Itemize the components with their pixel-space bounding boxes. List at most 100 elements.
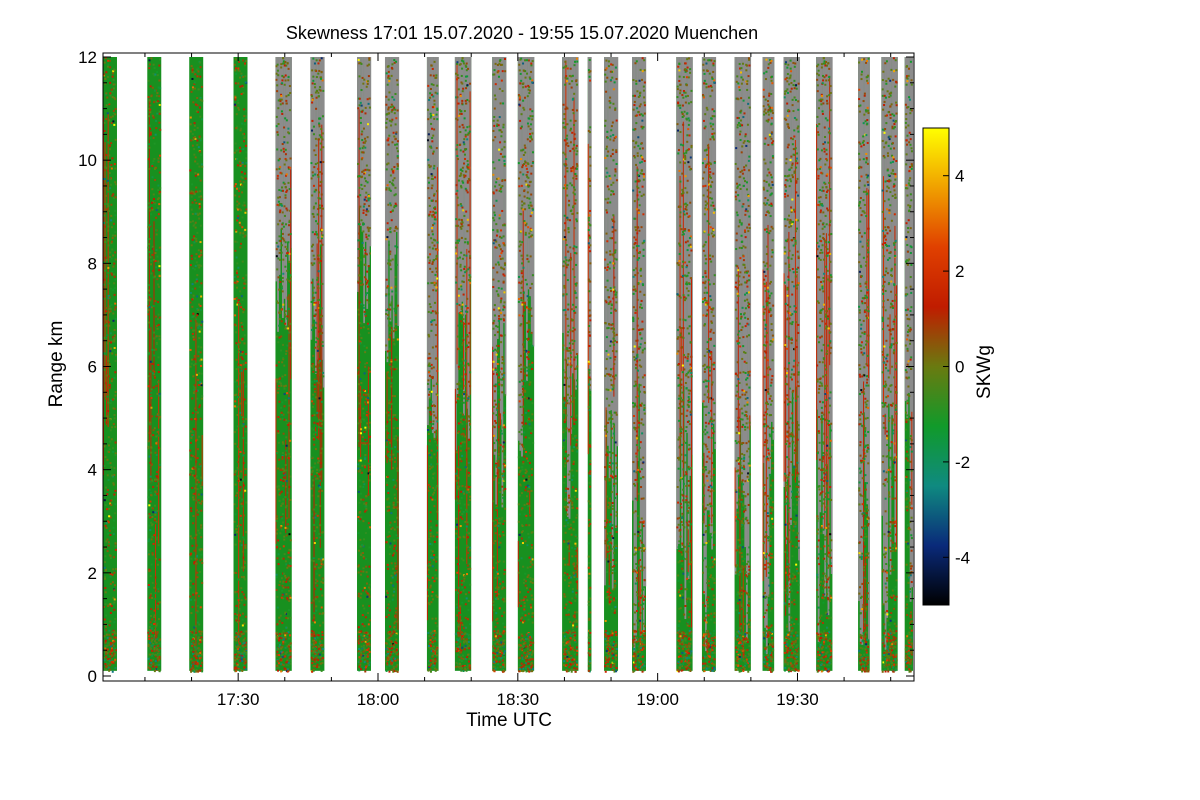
data-cell xyxy=(362,485,365,488)
data-cell xyxy=(390,512,393,515)
data-cell xyxy=(466,564,469,567)
data-cell xyxy=(235,187,238,190)
data-cell xyxy=(234,380,237,383)
data-cell xyxy=(315,76,318,79)
data-cell xyxy=(388,363,391,366)
data-cell xyxy=(279,532,282,535)
data-streak xyxy=(148,98,150,442)
data-cell xyxy=(110,654,113,657)
data-cell xyxy=(237,363,240,366)
data-cell xyxy=(428,303,431,306)
data-cell xyxy=(503,155,506,158)
data-cell xyxy=(198,642,201,645)
data-cell xyxy=(285,207,288,210)
data-cell xyxy=(435,74,438,77)
data-cell xyxy=(237,101,240,104)
data-cell xyxy=(357,383,360,386)
data-cell xyxy=(311,249,314,252)
data-cell xyxy=(366,639,369,642)
data-cell xyxy=(287,551,290,554)
data-cell xyxy=(194,221,197,224)
data-cell xyxy=(362,480,365,483)
no-signal-cell xyxy=(430,57,433,379)
data-cell xyxy=(152,197,155,200)
data-cell xyxy=(454,537,457,540)
data-cell xyxy=(150,213,153,216)
data-cell xyxy=(460,204,463,207)
data-cell xyxy=(319,624,322,627)
data-cell xyxy=(365,631,368,634)
data-cell xyxy=(431,565,434,568)
data-cell xyxy=(147,225,150,228)
data-cell xyxy=(467,341,470,344)
data-cell xyxy=(315,609,318,612)
data-cell xyxy=(311,623,314,626)
data-cell xyxy=(462,378,465,381)
data-cell xyxy=(388,334,391,337)
data-cell xyxy=(461,636,464,639)
data-cell xyxy=(459,665,462,668)
data-cell xyxy=(240,72,243,75)
data-cell xyxy=(147,514,150,517)
data-cell xyxy=(107,244,110,247)
data-cell xyxy=(312,207,315,210)
data-cell xyxy=(461,337,464,340)
data-cell xyxy=(457,88,460,91)
data-cell xyxy=(197,636,200,639)
data-cell xyxy=(459,149,462,152)
data-cell xyxy=(389,367,392,370)
data-cell xyxy=(158,466,161,469)
data-cell xyxy=(366,238,369,241)
data-cell xyxy=(461,422,464,425)
data-cell xyxy=(368,619,371,622)
data-cell xyxy=(191,435,194,438)
data-cell xyxy=(460,251,463,254)
no-signal-cell xyxy=(493,57,496,455)
data-cell xyxy=(433,648,436,651)
data-cell xyxy=(277,200,280,203)
data-cell xyxy=(243,651,246,654)
data-cell xyxy=(319,486,322,489)
data-cell xyxy=(388,649,391,652)
data-cell xyxy=(200,636,203,639)
data-cell xyxy=(318,298,321,301)
data-cell xyxy=(113,83,116,86)
data-cell xyxy=(435,416,438,419)
data-cell xyxy=(321,558,324,561)
data-cell xyxy=(359,101,362,104)
data-cell xyxy=(463,153,466,156)
no-signal-cell xyxy=(280,57,283,229)
data-cell xyxy=(287,241,290,244)
data-cell xyxy=(366,279,369,282)
data-cell xyxy=(155,641,158,644)
data-cell xyxy=(190,670,193,673)
data-cell xyxy=(463,117,466,120)
data-cell xyxy=(158,335,161,338)
data-cell xyxy=(148,100,151,103)
data-cell xyxy=(359,538,362,541)
data-cell xyxy=(147,635,150,638)
data-cell xyxy=(359,378,362,381)
data-cell xyxy=(361,241,364,244)
data-cell xyxy=(390,286,393,289)
data-cell xyxy=(430,146,433,149)
data-cell xyxy=(394,310,397,313)
data-cell xyxy=(361,614,364,617)
data-cell xyxy=(282,150,285,153)
data-cell xyxy=(288,188,291,191)
data-cell xyxy=(106,342,109,345)
data-cell xyxy=(153,370,156,373)
data-cell xyxy=(192,652,195,655)
data-cell xyxy=(313,205,316,208)
data-cell xyxy=(148,488,151,491)
data-cell xyxy=(149,575,152,578)
data-cell xyxy=(278,219,281,222)
data-cell xyxy=(387,658,390,661)
data-cell xyxy=(396,581,399,584)
data-cell xyxy=(158,656,161,659)
data-cell xyxy=(322,578,325,581)
data-cell xyxy=(385,121,388,124)
data-cell xyxy=(460,669,463,672)
data-cell xyxy=(357,394,360,397)
data-cell xyxy=(427,432,430,435)
